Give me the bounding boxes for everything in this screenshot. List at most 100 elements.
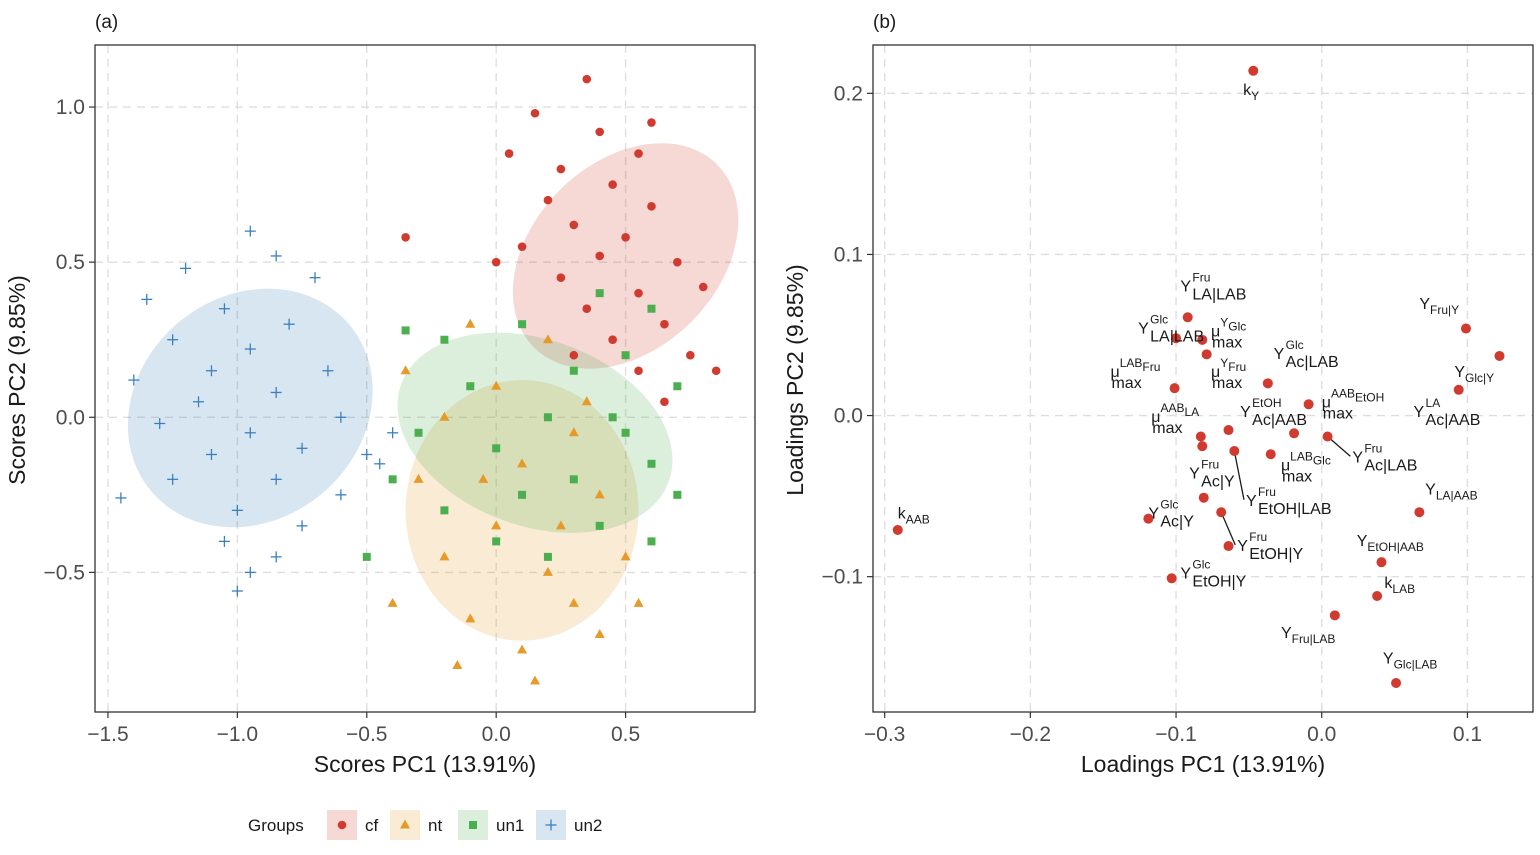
point-un2 — [270, 250, 282, 262]
loading-label: Y — [1148, 506, 1159, 523]
legend-label-nt: nt — [428, 816, 442, 835]
point-nt — [530, 675, 540, 685]
loading-label: Y — [1414, 404, 1425, 421]
point-un2 — [244, 566, 256, 578]
point-cf — [504, 149, 514, 158]
loading-point — [1198, 492, 1209, 503]
label-base: Y — [1383, 651, 1394, 668]
point-nt — [413, 473, 424, 483]
legend-marker-un2 — [545, 819, 557, 831]
loading-label: μAABLA — [1151, 401, 1199, 426]
loading-label-sub: max — [1282, 468, 1312, 485]
point-cf — [582, 74, 592, 84]
point-un1 — [569, 366, 578, 375]
point-un2 — [374, 458, 386, 470]
point-un1 — [595, 289, 604, 298]
point-un2 — [335, 489, 347, 501]
label-subscript: Glc|Y — [1465, 371, 1494, 385]
point-un1 — [414, 428, 423, 437]
point-un2 — [244, 427, 256, 439]
loading-label: Y — [1237, 538, 1248, 555]
label-base: Y — [1189, 465, 1200, 482]
label-base: μ — [1211, 324, 1220, 341]
leader-line — [1327, 436, 1351, 457]
label-base: Y — [1454, 364, 1465, 381]
label-base: Y — [1414, 404, 1425, 421]
loading-label: YEtOH|AAB — [1357, 533, 1424, 554]
panel-a-ticks: −1.5 −1.0 −0.5 0.0 0.5 −0.5 0.0 0.5 1.0 — [44, 96, 641, 746]
point-cf — [569, 350, 579, 360]
loading-label-subscript: Ac|LAB — [1286, 354, 1339, 371]
point-un1 — [608, 413, 617, 422]
loading-point — [1197, 334, 1208, 345]
point-un2 — [218, 303, 230, 315]
point-nt — [555, 520, 566, 530]
loading-label-superscript: Glc — [1150, 312, 1168, 326]
loading-point — [1216, 507, 1227, 518]
label-base: Y — [1148, 506, 1159, 523]
panel-b-points — [892, 65, 1505, 688]
loading-label: μYFru — [1211, 356, 1246, 381]
loading-label-superscript: Fru — [1258, 485, 1276, 499]
label-base: Y — [1352, 449, 1363, 466]
legend-label-un2: un2 — [574, 816, 602, 835]
loading-point — [1494, 350, 1505, 361]
panel-b-y-tick-label: −0.1 — [822, 566, 863, 589]
label-subscript: EtOH|AAB — [1367, 540, 1423, 554]
point-cf — [491, 257, 501, 267]
label-subscript: Glc|LAB — [1394, 658, 1438, 672]
point-nt — [400, 365, 411, 375]
point-cf — [556, 164, 566, 174]
point-cf — [401, 233, 410, 242]
point-un2 — [231, 585, 243, 597]
label-superscript-sub: LA — [1185, 405, 1200, 419]
loading-point — [1303, 399, 1314, 410]
point-nt — [594, 489, 605, 499]
loading-label-superscript: EtOH — [1252, 396, 1281, 410]
loading-point — [1223, 541, 1234, 552]
point-un2 — [128, 374, 140, 386]
loading-label-superscript: Glc — [1286, 338, 1304, 352]
panel-b-x-axis-title: Loadings PC1 (13.91%) — [1081, 751, 1325, 777]
point-cf — [698, 282, 708, 292]
point-un1 — [543, 552, 552, 561]
loading-label: YGlc|Y — [1454, 364, 1494, 385]
label-subscript: LA|AAB — [1436, 489, 1478, 503]
loading-point — [1460, 323, 1471, 334]
point-nt — [568, 597, 579, 607]
point-cf — [647, 202, 656, 211]
loading-label-subscript: LA|LAB — [1150, 328, 1204, 345]
panel-b-tag: (b) — [873, 12, 896, 33]
label-superscript: Y — [1220, 356, 1228, 370]
point-un2 — [296, 442, 308, 454]
loading-label-superscript: Glc — [1192, 557, 1210, 571]
panel-a-x-tick-label: −1.5 — [87, 723, 128, 746]
point-nt — [594, 628, 605, 638]
loading-label: YGlc|LAB — [1383, 651, 1437, 672]
label-superscript: LAB — [1290, 449, 1313, 463]
loading-point — [1166, 573, 1177, 584]
legend-title: Groups — [248, 816, 304, 835]
point-nt — [581, 396, 592, 406]
point-un1 — [401, 326, 410, 335]
point-un2 — [167, 334, 179, 346]
point-un1 — [388, 475, 397, 484]
loading-point — [1143, 513, 1154, 524]
loading-point — [1201, 349, 1212, 360]
loading-point — [1414, 507, 1425, 518]
point-un2 — [193, 396, 205, 408]
point-cf — [582, 304, 592, 313]
label-subscript: AAB — [906, 513, 930, 527]
label-base: Y — [1425, 482, 1436, 499]
loading-label-superscript: Fru — [1249, 530, 1267, 544]
panel-b-y-tick-label: 0.2 — [834, 82, 863, 105]
loading-point — [1229, 446, 1240, 456]
point-un2 — [244, 343, 256, 355]
point-un1 — [440, 506, 449, 515]
panel-b-x-tick-label: −0.2 — [1010, 723, 1051, 746]
legend-items: cf nt un1 un2 — [327, 810, 602, 840]
panel-b-y-axis-title: Loadings PC2 (9.85%) — [782, 264, 808, 495]
loading-point — [1376, 557, 1387, 568]
panel-b-x-tick-label: 0.1 — [1453, 723, 1482, 746]
